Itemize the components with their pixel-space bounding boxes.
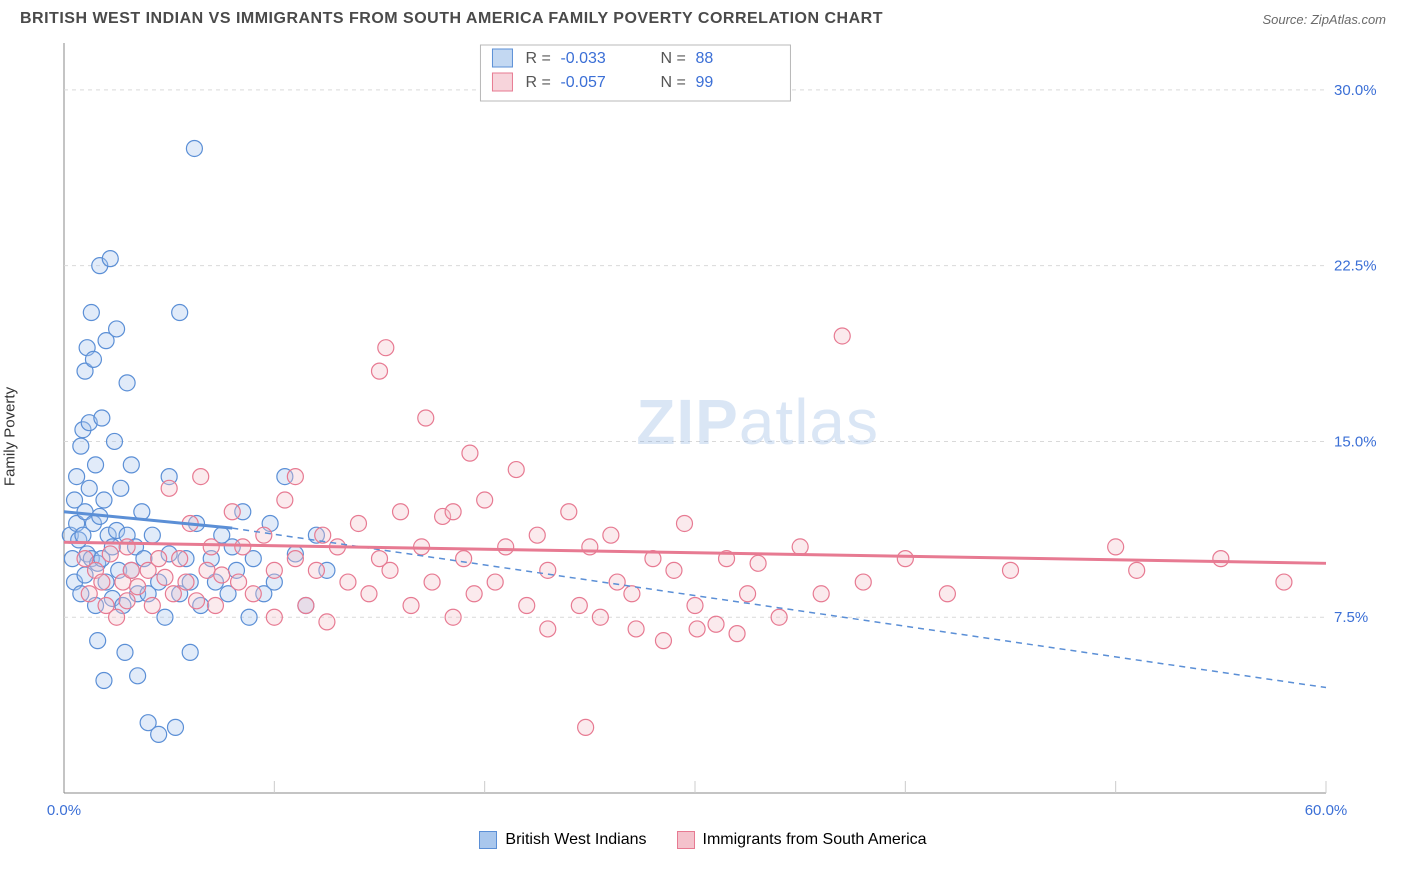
svg-text:N =: N = — [660, 50, 685, 67]
legend-label: British West Indians — [505, 831, 646, 849]
swatch-icon — [677, 831, 695, 849]
svg-text:30.0%: 30.0% — [1334, 82, 1377, 99]
svg-text:99: 99 — [695, 74, 713, 91]
y-axis-label: Family Poverty — [2, 387, 19, 486]
svg-text:60.0%: 60.0% — [1305, 802, 1348, 819]
svg-text:-0.033: -0.033 — [560, 50, 605, 67]
chart-container: Family Poverty 7.5%15.0%22.5%30.0%0.0%60… — [20, 33, 1386, 823]
legend-item-sa: Immigrants from South America — [677, 831, 927, 849]
svg-text:88: 88 — [695, 50, 713, 67]
svg-text:15.0%: 15.0% — [1334, 433, 1377, 450]
svg-text:-0.057: -0.057 — [560, 74, 605, 91]
source-label: Source: ZipAtlas.com — [1262, 12, 1386, 27]
svg-text:0.0%: 0.0% — [47, 802, 81, 819]
swatch-icon — [479, 831, 497, 849]
svg-text:R =: R = — [525, 74, 550, 91]
legend-item-bwi: British West Indians — [479, 831, 646, 849]
svg-text:7.5%: 7.5% — [1334, 609, 1368, 626]
svg-text:N =: N = — [660, 74, 685, 91]
svg-text:22.5%: 22.5% — [1334, 258, 1377, 275]
header: BRITISH WEST INDIAN VS IMMIGRANTS FROM S… — [0, 0, 1406, 33]
chart-title: BRITISH WEST INDIAN VS IMMIGRANTS FROM S… — [20, 10, 883, 28]
svg-text:ZIPatlas: ZIPatlas — [636, 386, 879, 458]
legend-label: Immigrants from South America — [703, 831, 927, 849]
legend-bottom: British West Indians Immigrants from Sou… — [0, 831, 1406, 849]
scatter-chart: 7.5% 15.0% 22.5% 30.0% 0.0% 60.0% ZIPatlas R =-… — [20, 33, 1386, 823]
svg-text:R =: R = — [525, 50, 550, 67]
